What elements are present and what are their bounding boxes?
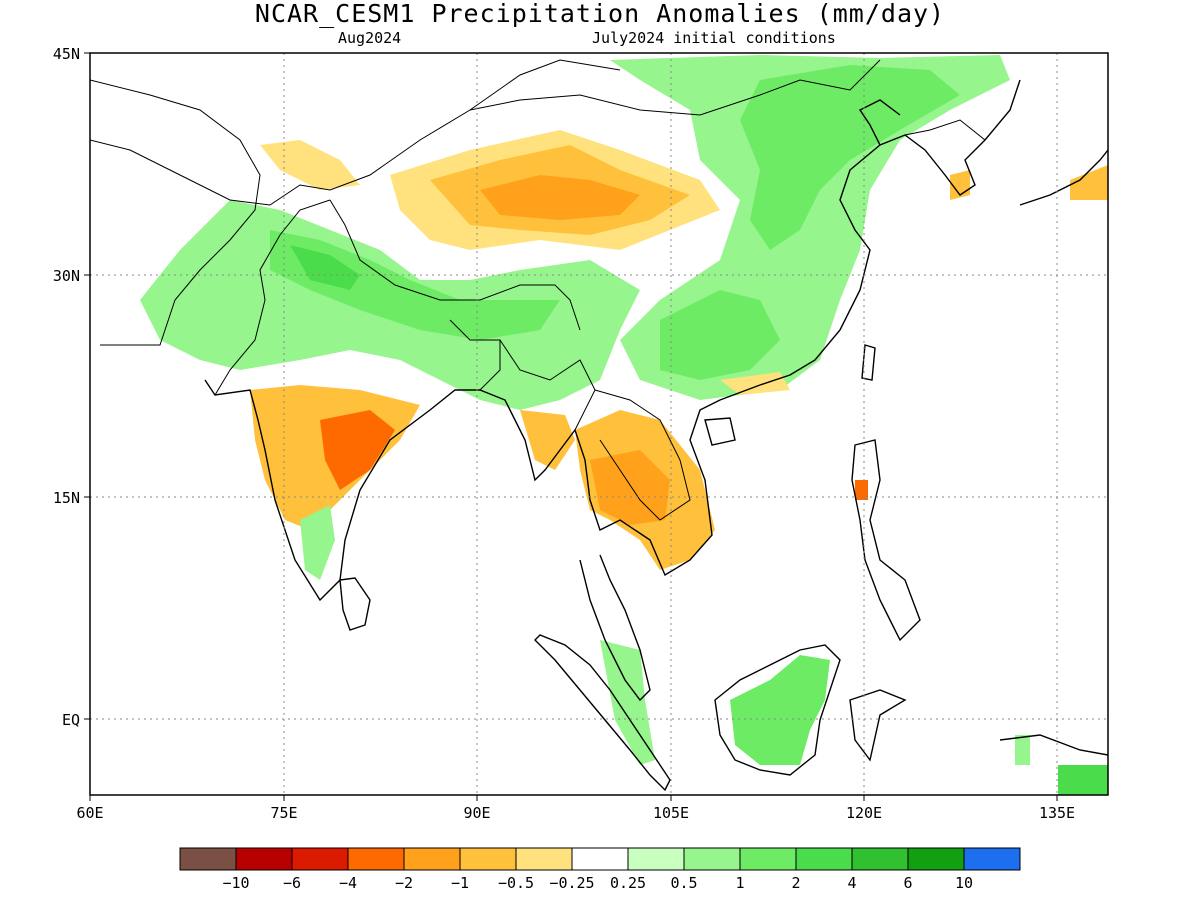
colorbar-label: 0.5 [670,874,697,892]
coastlines [204,79,1108,792]
colorbar-label: 1 [735,874,744,892]
colorbar-swatch [347,847,405,871]
wet-region-east-china [660,290,780,380]
border-myanmar [499,339,596,431]
colorbar-label: −0.25 [549,874,594,892]
colorbar-swatch [235,847,293,871]
wet-region-newguinea [1058,765,1108,795]
border-mongolia [469,59,881,116]
latitude-labels: 45N 30N 15N EQ [53,45,80,729]
coastline-new-guinea [999,734,1108,756]
colorbar-label: −10 [222,874,249,892]
wet-region-north-inner [740,65,960,250]
coastline-sri-lanka [339,577,371,631]
lat-label: 45N [53,45,80,63]
coastline-arabian-india [204,79,1021,602]
colorbar-label: −2 [395,874,413,892]
coastline-bohai [858,99,901,146]
colorbar-label: −4 [339,874,357,892]
border-central-asia [90,79,261,346]
graticule [90,53,1108,795]
coastline-borneo [714,644,841,776]
colorbar-swatch [179,847,237,871]
colorbar-swatch [515,847,573,871]
coastline-sumatra [534,634,671,792]
dry-region-tibet-core [480,175,640,220]
border-indochina [594,389,691,521]
dry-region-japan [1070,165,1108,200]
lon-label: 75E [270,804,297,822]
border-pakistan-india [214,199,331,396]
wet-region-sumatra [600,640,655,765]
wet-region-himalaya-core [290,245,360,290]
lon-label: 90E [463,804,490,822]
border-himalaya [329,199,581,331]
colorbar-swatch [795,847,853,871]
colorbar-swatch [963,847,1021,871]
colorbar-label: −6 [283,874,301,892]
wet-region-himalaya-inner [270,230,560,340]
coastline-philippines [851,439,921,642]
lat-label: 30N [53,267,80,285]
dry-region-luzon [855,480,868,500]
lon-label: 60E [76,804,103,822]
lat-label: EQ [62,711,80,729]
coastline-hainan [704,417,736,446]
map-area [90,53,1108,795]
coastline-taiwan [861,344,876,381]
country-borders [90,59,986,521]
wet-region-borneo [730,655,830,765]
colorbar-swatch [907,847,965,871]
border-china-north [90,59,621,206]
wet-region-sulawesi [1015,735,1030,765]
colorbar-swatch [291,847,349,871]
colorbar-swatch [403,847,461,871]
colorbar-swatch [739,847,797,871]
dry-region-myanmar [520,410,575,470]
map-title: NCAR_CESM1 Precipitation Anomalies (mm/d… [254,0,946,28]
colorbar-label: 4 [847,874,856,892]
colorbar-swatch [683,847,741,871]
lon-label: 135E [1039,804,1075,822]
colorbar-swatch [627,847,685,871]
colorbar-label: 6 [903,874,912,892]
colorbar-label: 0.25 [610,874,646,892]
lat-label: 15N [53,489,80,507]
anomaly-shading [140,55,1108,795]
border-korea [904,119,986,141]
colorbar-label: 10 [955,874,973,892]
colorbar-swatch [571,847,629,871]
map-frame [89,52,1109,796]
coastline-malay-peninsula [579,554,651,702]
lon-label: 120E [846,804,882,822]
axis-ticks [84,52,1058,801]
dry-region-hainan [720,372,790,395]
colorbar-label: 2 [791,874,800,892]
forecast-month: Aug2024 [338,29,402,47]
initial-conditions-label: July2024 initial conditions [592,29,836,47]
dry-region-kashmir [260,140,360,190]
dry-region-indochina-core [590,450,670,525]
longitude-labels: 60E 75E 90E 105E 120E 135E [76,804,1075,822]
colorbar-swatch [459,847,517,871]
coastline-japan [1019,149,1108,206]
color-scale-legend: −10 −6 −4 −2 −1 −0.5 −0.25 0.25 0.5 1 2 4 6 10 [179,847,1021,892]
coastline-sulawesi [849,689,907,762]
lon-label: 105E [653,804,689,822]
colorbar-label: −1 [451,874,469,892]
colorbar-swatch [851,847,909,871]
wet-region-south-india [300,505,335,580]
colorbar-label: −0.5 [498,874,534,892]
dry-region-india-core [320,410,395,490]
